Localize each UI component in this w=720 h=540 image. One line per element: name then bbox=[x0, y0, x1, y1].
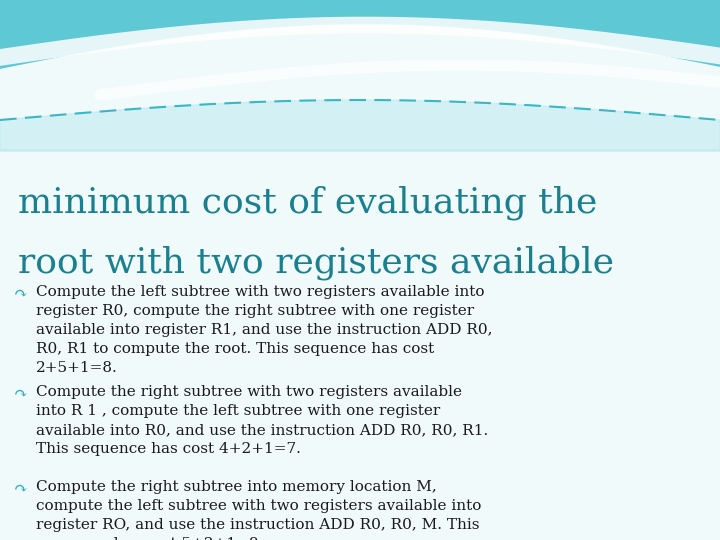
Text: root with two registers available: root with two registers available bbox=[18, 245, 614, 280]
Text: Compute the right subtree into memory location M,
compute the left subtree with : Compute the right subtree into memory lo… bbox=[36, 480, 482, 540]
Text: Compute the right subtree with two registers available
into R 1 , compute the le: Compute the right subtree with two regis… bbox=[36, 385, 488, 456]
Text: Compute the left subtree with two registers available into
register R0, compute : Compute the left subtree with two regist… bbox=[36, 285, 492, 375]
Text: ↷: ↷ bbox=[14, 480, 28, 497]
Text: ↷: ↷ bbox=[14, 385, 28, 402]
Text: minimum cost of evaluating the: minimum cost of evaluating the bbox=[18, 185, 598, 219]
Text: ↷: ↷ bbox=[14, 285, 28, 302]
